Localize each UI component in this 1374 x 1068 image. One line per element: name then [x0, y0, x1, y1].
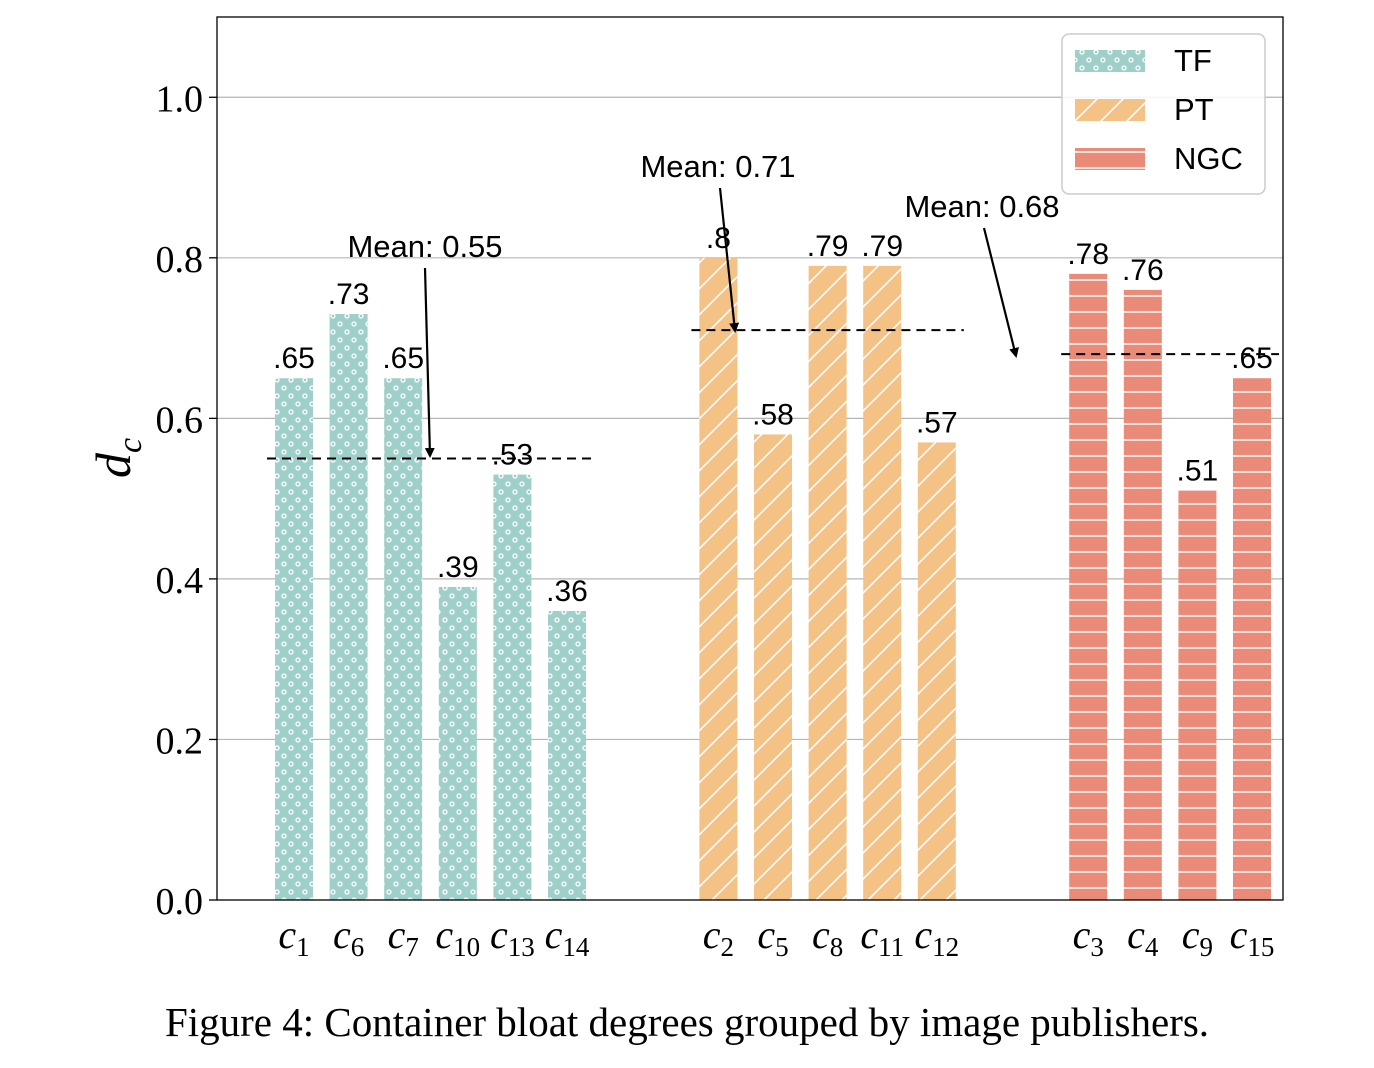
y-tick-label: 0.8 [156, 239, 204, 281]
value-label: .8 [706, 222, 731, 255]
mean-label-pt: Mean: 0.71 [640, 149, 795, 184]
value-label: .76 [1122, 254, 1164, 287]
value-label: .65 [1231, 342, 1273, 375]
x-tick-label: c15 [1230, 912, 1275, 962]
x-tick-label: c6 [333, 912, 364, 962]
bar-ngc-c4 [1123, 289, 1162, 901]
x-tick-label: c10 [435, 912, 480, 962]
mean-annotations: Mean: 0.55 Mean: 0.71 Mean: 0.68 [267, 149, 1279, 460]
x-tick-label: c11 [860, 912, 904, 962]
mean-label-tf: Mean: 0.55 [347, 229, 502, 264]
y-tick-label: 1.0 [156, 78, 204, 120]
y-tick-label: 0.0 [156, 881, 204, 923]
value-label: .65 [382, 342, 424, 375]
bar-pt-c5 [754, 434, 792, 900]
legend-swatch-ngc [1075, 148, 1145, 170]
x-tick-label: c8 [812, 912, 843, 962]
y-tick-label: 0.4 [156, 560, 204, 602]
legend-label-tf: TF [1174, 43, 1212, 78]
x-axis: c1 c6 c7 c10 c13 c14 c2 c5 c8 c11 c12 c3 c4 c9 c15 [278, 912, 1274, 962]
x-tick-label: c12 [914, 912, 959, 962]
y-axis: 0.0 0.2 0.4 0.6 0.8 1.0 dc [85, 78, 217, 923]
bar-tf-c14 [548, 611, 586, 900]
value-label: .51 [1177, 455, 1219, 488]
bars [275, 257, 1271, 901]
x-tick-label: c14 [545, 912, 590, 962]
bar-ngc-c15 [1233, 378, 1271, 900]
x-tick-label: c7 [388, 912, 419, 962]
legend-swatch-tf [1075, 50, 1145, 72]
y-tick-label: 0.2 [156, 720, 204, 762]
value-label: .73 [328, 278, 370, 311]
value-label: .79 [861, 230, 903, 263]
bar-tf-c10 [438, 586, 477, 900]
y-axis-label: dc [85, 438, 149, 478]
legend: TF PT NGC [1061, 33, 1266, 195]
x-tick-label: c3 [1073, 912, 1104, 962]
bar-pt-c12 [917, 442, 956, 900]
value-label: .79 [807, 230, 849, 263]
bar-tf-c6 [329, 314, 368, 900]
legend-label-ngc: NGC [1174, 141, 1243, 176]
value-label: .53 [492, 439, 534, 472]
value-label: .78 [1067, 238, 1109, 271]
mean-arrow [982, 227, 1019, 358]
x-tick-label: c9 [1182, 912, 1213, 962]
value-label: .36 [546, 575, 588, 608]
value-label: .39 [437, 551, 479, 584]
value-label: .65 [273, 342, 315, 375]
mean-arrow [718, 187, 740, 333]
figure-caption: Figure 4: Container bloat degrees groupe… [164, 999, 1210, 1045]
plot-frame [216, 16, 1284, 901]
bar-tf-c13 [493, 474, 532, 900]
y-tick-label: 0.6 [156, 399, 204, 441]
x-tick-label: c4 [1127, 912, 1159, 962]
x-tick-label: c1 [278, 912, 309, 962]
bar-tf-c7 [384, 378, 423, 900]
bar-ngc-c9 [1178, 490, 1217, 900]
legend-swatch-pt [1075, 99, 1145, 121]
value-label: .57 [916, 406, 958, 439]
x-tick-label: c13 [490, 912, 535, 962]
mean-label-ngc: Mean: 0.68 [904, 189, 1059, 224]
bar-pt-c8 [808, 265, 847, 900]
mean-arrow [423, 267, 435, 458]
bar-pt-c2 [699, 257, 738, 900]
bar-pt-c11 [863, 265, 902, 900]
x-tick-label: c5 [757, 912, 788, 962]
value-labels: .65 .73 .65 .39 .53 .36 .8 .58 .79 .79 .57 .78 .76 .5… [273, 222, 1273, 608]
bar-ngc-c3 [1069, 273, 1108, 900]
legend-label-pt: PT [1174, 92, 1214, 127]
x-tick-label: c2 [703, 912, 734, 962]
bar-tf-c1 [275, 378, 313, 900]
value-label: .58 [752, 398, 794, 431]
